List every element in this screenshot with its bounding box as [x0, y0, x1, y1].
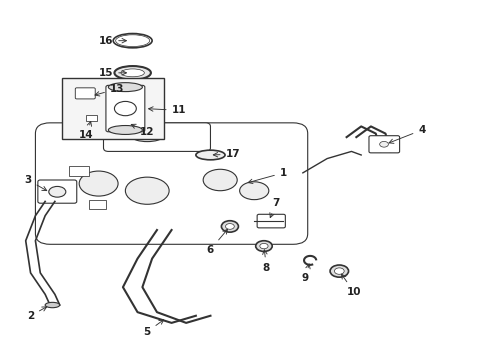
FancyBboxPatch shape: [75, 88, 95, 99]
Ellipse shape: [114, 102, 136, 116]
Ellipse shape: [114, 66, 151, 80]
Bar: [86, 114, 97, 121]
Ellipse shape: [121, 69, 144, 77]
Ellipse shape: [329, 265, 348, 277]
Text: 10: 10: [341, 274, 361, 297]
Text: 8: 8: [262, 250, 269, 273]
FancyBboxPatch shape: [368, 136, 399, 153]
FancyBboxPatch shape: [257, 214, 285, 228]
Text: 9: 9: [301, 264, 309, 283]
Ellipse shape: [79, 171, 118, 196]
Ellipse shape: [334, 268, 344, 274]
Text: 6: 6: [206, 229, 227, 255]
FancyBboxPatch shape: [103, 123, 210, 152]
Ellipse shape: [108, 83, 142, 91]
Ellipse shape: [259, 243, 267, 249]
Text: 11: 11: [148, 105, 186, 115]
Ellipse shape: [108, 126, 142, 134]
Text: 2: 2: [27, 307, 46, 321]
FancyBboxPatch shape: [62, 78, 164, 139]
Ellipse shape: [225, 224, 234, 229]
Text: 14: 14: [79, 121, 94, 140]
FancyBboxPatch shape: [106, 85, 144, 132]
Ellipse shape: [132, 133, 162, 141]
Text: 16: 16: [99, 36, 126, 46]
Text: 1: 1: [247, 168, 286, 184]
Ellipse shape: [239, 182, 268, 200]
Text: 3: 3: [24, 175, 47, 191]
Ellipse shape: [379, 141, 387, 147]
FancyBboxPatch shape: [38, 180, 77, 203]
Ellipse shape: [255, 241, 272, 251]
Ellipse shape: [45, 302, 60, 308]
Text: 7: 7: [269, 198, 279, 217]
Ellipse shape: [198, 152, 222, 158]
Ellipse shape: [196, 150, 224, 160]
Text: 17: 17: [213, 149, 240, 159]
Ellipse shape: [203, 169, 237, 191]
Bar: [69, 166, 89, 176]
Ellipse shape: [125, 177, 169, 204]
Text: 12: 12: [131, 124, 154, 137]
Bar: [89, 200, 106, 208]
Text: 5: 5: [143, 320, 163, 337]
Text: 4: 4: [388, 125, 425, 143]
Ellipse shape: [49, 186, 66, 197]
Ellipse shape: [221, 221, 238, 232]
Text: 13: 13: [95, 84, 124, 96]
Text: 15: 15: [99, 68, 126, 78]
FancyBboxPatch shape: [35, 123, 307, 244]
